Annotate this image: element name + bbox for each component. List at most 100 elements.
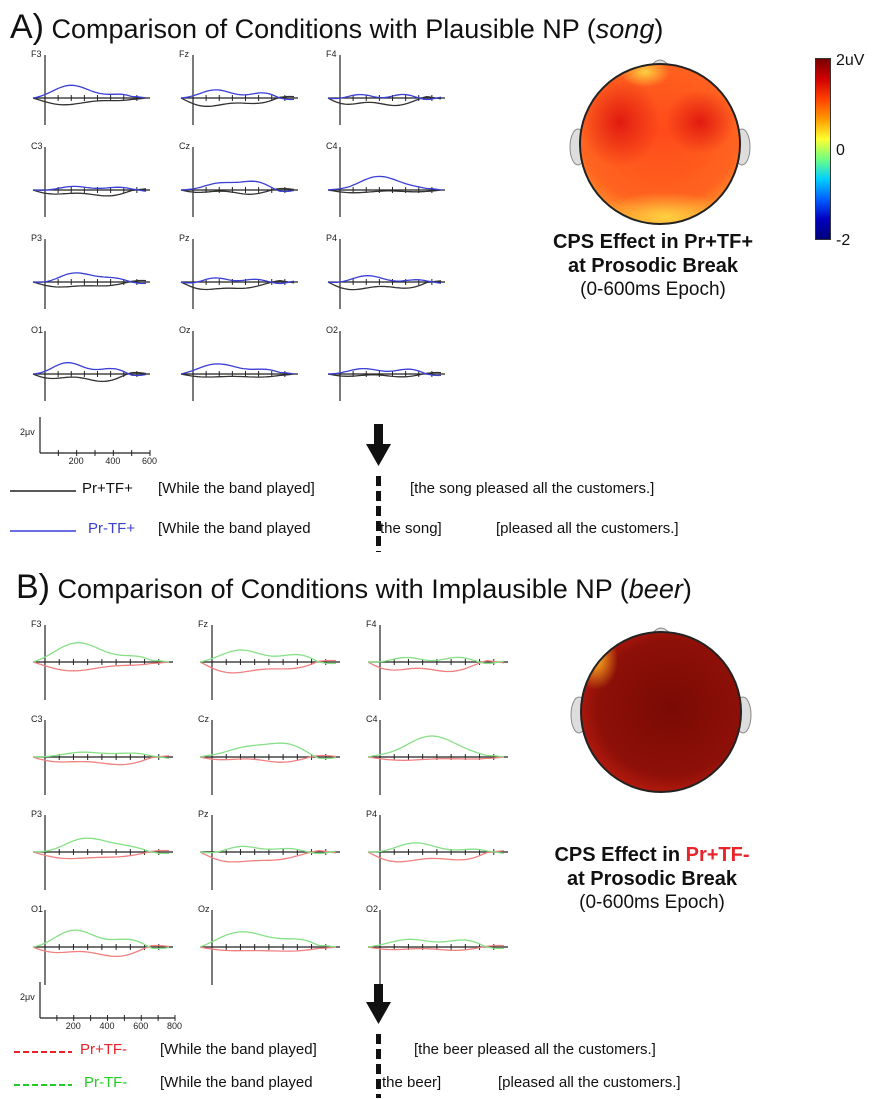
electrode-label: O2 xyxy=(326,325,338,335)
waveform-reference xyxy=(367,756,505,761)
waveform-comparison xyxy=(32,837,170,855)
electrode-label: Cz xyxy=(198,714,209,724)
electrode-label: O1 xyxy=(31,325,43,335)
waveform-reference xyxy=(199,850,337,863)
scale-tick-label: 800 xyxy=(167,1021,182,1030)
electrode-label: F4 xyxy=(326,49,337,59)
waveform-comparison xyxy=(199,845,337,855)
erp-plot-o1: O1 xyxy=(31,904,173,985)
waveform-reference xyxy=(367,850,505,863)
panel-a-title: A) Comparison of Conditions with Plausib… xyxy=(10,8,664,46)
colorbar-mid-label: 0 xyxy=(836,142,845,159)
erp-plot-c4: C4 xyxy=(326,141,445,217)
legend-b-row2: Pr-TF- [While the band played the beer] … xyxy=(14,1074,681,1091)
waveform-comparison xyxy=(327,93,442,101)
waveform-comparison xyxy=(32,272,147,285)
scale-bar-a: 2μv 200 400 600 xyxy=(20,417,157,465)
scale-amplitude-label: 2μv xyxy=(20,992,35,1002)
prosodic-break-marker-b xyxy=(366,984,391,1098)
electrode-label: P3 xyxy=(31,233,42,243)
electrode-label: F4 xyxy=(366,619,377,629)
topo-map-b xyxy=(570,627,752,793)
waveform-reference xyxy=(327,371,442,378)
erp-plot-o2: O2 xyxy=(366,904,508,985)
waveform-reference xyxy=(199,754,337,763)
erp-plot-cz: Cz xyxy=(179,141,298,217)
electrode-label: P4 xyxy=(366,809,377,819)
waveform-reference xyxy=(199,659,337,674)
waveform-reference xyxy=(32,755,170,766)
scale-tick-label: 400 xyxy=(100,1021,115,1030)
electrode-label: C4 xyxy=(326,141,338,151)
electrode-label: O1 xyxy=(31,904,43,914)
waveform-reference xyxy=(180,373,295,378)
waveform-comparison xyxy=(199,931,337,948)
waveform-comparison xyxy=(199,649,337,665)
waveform-reference xyxy=(327,189,442,194)
erp-plot-p4: P4 xyxy=(366,809,508,890)
scale-bar-b: 2μv 200 400 600 800 xyxy=(20,982,182,1030)
electrode-label: F3 xyxy=(31,619,42,629)
waveform-comparison xyxy=(32,84,147,99)
waveform-comparison xyxy=(32,642,170,663)
waveform-comparison xyxy=(32,362,147,377)
electrode-label: Fz xyxy=(198,619,208,629)
erp-grid-b: F3 Fz F4 C3 Cz C4 P3 Pz P4 O1 Oz O2 xyxy=(31,619,508,985)
waveform-comparison xyxy=(32,185,147,192)
erp-plot-f4: F4 xyxy=(366,619,508,700)
prosodic-break-marker-a xyxy=(366,424,391,552)
waveform-reference xyxy=(32,279,147,288)
scale-amplitude-label: 2μv xyxy=(20,427,35,437)
scale-tick-label: 200 xyxy=(69,456,84,465)
erp-plot-f4: F4 xyxy=(326,49,445,125)
topo-map-a xyxy=(569,59,751,225)
waveform-comparison xyxy=(199,742,337,760)
electrode-label: C4 xyxy=(366,714,378,724)
caption-a: CPS Effect in Pr+TF+ at Prosodic Break (… xyxy=(552,231,754,300)
erp-plot-p4: P4 xyxy=(326,233,445,309)
waveform-reference xyxy=(32,849,170,860)
scale-tick-label: 600 xyxy=(133,1021,148,1030)
down-arrow-icon xyxy=(366,444,391,466)
waveform-reference xyxy=(32,371,147,383)
scale-tick-label: 600 xyxy=(142,456,157,465)
waveform-reference xyxy=(327,96,442,107)
erp-plot-c3: C3 xyxy=(31,141,150,217)
waveform-comparison xyxy=(367,938,505,950)
electrode-label: F3 xyxy=(31,49,42,59)
waveform-comparison xyxy=(32,751,170,759)
colorbar-min-label: -2 xyxy=(836,232,851,249)
colorbar-max-label: 2uV xyxy=(836,52,865,69)
legend-a-row1: Pr+TF+ [While the band played] [the song… xyxy=(10,480,655,497)
electrode-label: O2 xyxy=(366,904,378,914)
erp-plot-o2: O2 xyxy=(326,325,445,401)
panel-b-title: B) Comparison of Conditions with Implaus… xyxy=(16,568,692,606)
waveform-reference xyxy=(327,280,442,291)
waveform-comparison xyxy=(367,735,505,758)
waveform-comparison xyxy=(368,842,505,854)
electrode-label: Cz xyxy=(179,141,190,151)
waveform-reference xyxy=(180,187,295,195)
erp-plot-oz: Oz xyxy=(179,325,298,401)
waveform-comparison xyxy=(367,656,505,665)
waveform-reference xyxy=(32,188,147,197)
electrode-label: C3 xyxy=(31,141,43,151)
waveform-reference xyxy=(180,95,295,107)
erp-plot-pz: Pz xyxy=(179,233,298,309)
erp-plot-p3: P3 xyxy=(31,233,150,309)
erp-plot-c3: C3 xyxy=(31,714,173,795)
waveform-reference xyxy=(199,946,337,952)
erp-plot-fz: Fz xyxy=(198,619,340,700)
waveform-reference xyxy=(32,944,170,958)
waveform-reference xyxy=(180,280,295,291)
waveform-comparison xyxy=(32,929,170,950)
erp-plot-fz: Fz xyxy=(179,49,298,125)
waveform-comparison xyxy=(180,277,295,285)
down-arrow-icon xyxy=(366,1002,391,1024)
erp-plot-f3: F3 xyxy=(31,49,150,125)
scale-tick-label: 400 xyxy=(105,456,120,465)
electrode-label: Pz xyxy=(179,233,190,243)
caption-b: CPS Effect in Pr+TF- at Prosodic Break (… xyxy=(554,844,750,913)
erp-plot-p3: P3 xyxy=(31,809,173,890)
legend-a-row2: Pr-TF+ [While the band played the song] … xyxy=(10,520,679,537)
